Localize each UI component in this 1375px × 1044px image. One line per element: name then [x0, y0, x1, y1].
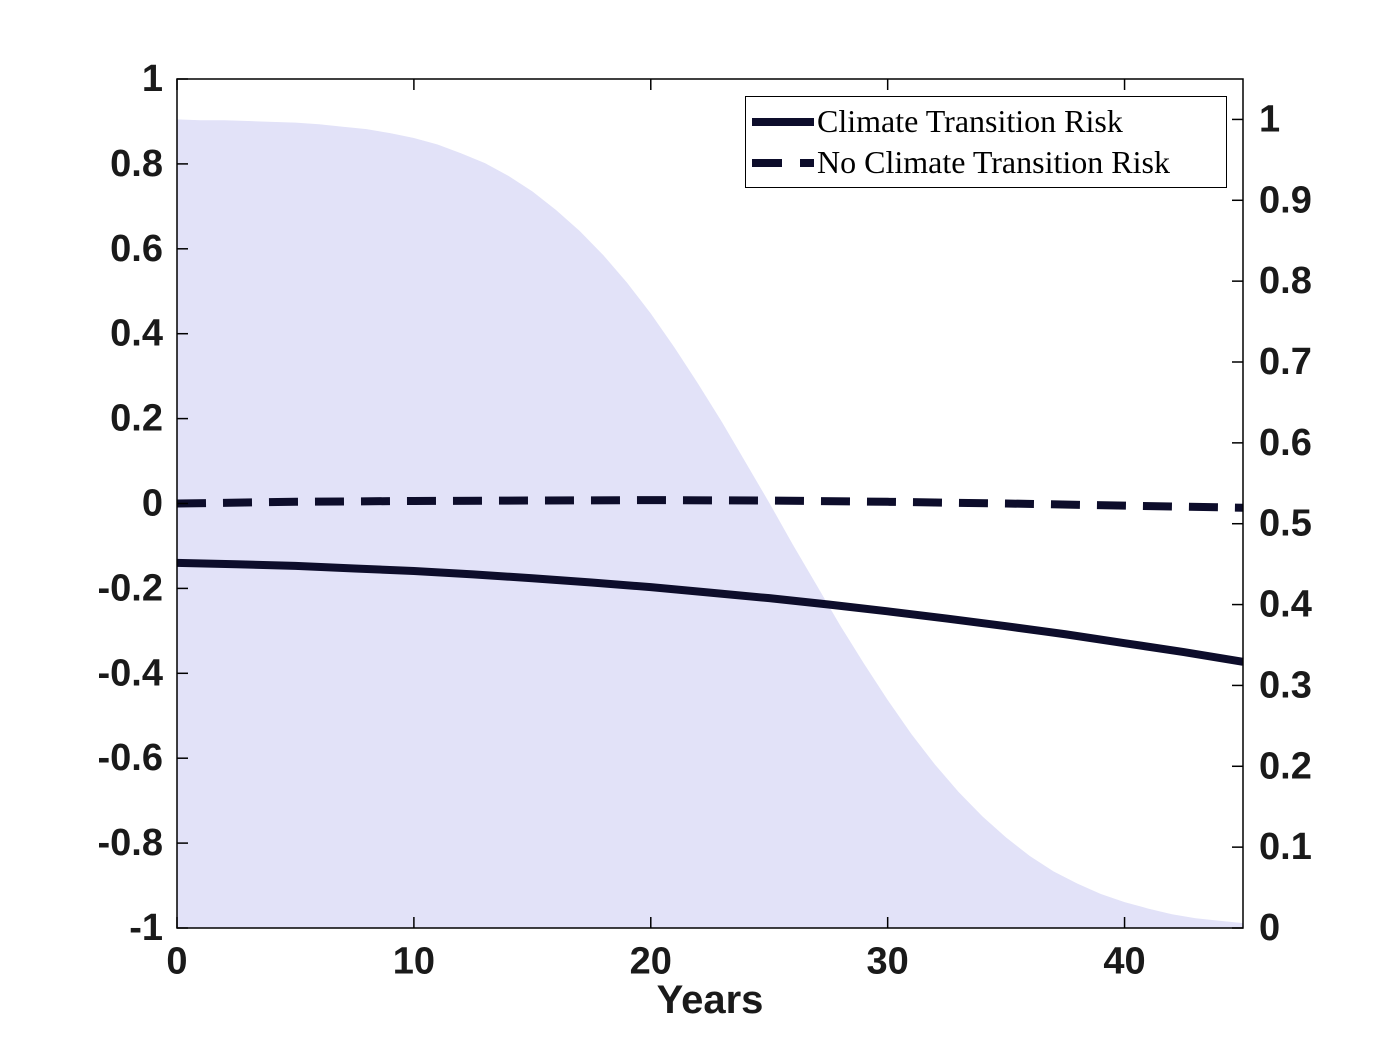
tick-label: 0.8 — [110, 143, 163, 185]
legend-item-climate-transition-risk: Climate Transition Risk — [752, 101, 1226, 142]
legend-label: No Climate Transition Risk — [817, 144, 1170, 180]
legend-box: Climate Transition Risk No Climate Trans… — [745, 96, 1227, 188]
x-axis-label: Years — [656, 978, 764, 1022]
tick-label: 0.5 — [1259, 503, 1312, 545]
legend-label: Climate Transition Risk — [817, 103, 1123, 139]
tick-label: 0.2 — [110, 398, 163, 440]
tick-label: 0 — [142, 483, 163, 525]
tick-label: 0.2 — [1259, 745, 1312, 787]
tick-label: 0 — [166, 940, 187, 982]
solid-line-series — [176, 558, 1244, 666]
tick-label: -0.8 — [98, 822, 163, 864]
tick-label: -0.4 — [98, 652, 163, 694]
tick-label: 40 — [1103, 940, 1145, 982]
tick-label: 0.1 — [1259, 826, 1312, 868]
tick-label: 1 — [1259, 98, 1280, 140]
tick-label: 0.6 — [1259, 422, 1312, 464]
tick-label: 0.4 — [110, 313, 163, 355]
tick-label: 20 — [630, 940, 672, 982]
tick-label: 0.6 — [110, 228, 163, 270]
dashed-line-icon — [752, 158, 814, 167]
solid-line-icon — [752, 117, 814, 126]
tick-label: -0.6 — [98, 737, 163, 779]
dashed-line-series — [176, 496, 1244, 512]
tick-label: 0.7 — [1259, 341, 1312, 383]
tick-label: 0.4 — [1259, 584, 1312, 626]
tick-label: 0.8 — [1259, 260, 1312, 302]
tick-label: 0.3 — [1259, 664, 1312, 706]
tick-label: 1 — [142, 58, 163, 100]
shaded-area — [177, 119, 1243, 928]
tick-label: -0.2 — [98, 567, 163, 609]
tick-label: 0 — [1259, 907, 1280, 949]
tick-label: -1 — [129, 907, 163, 949]
tick-label: 30 — [867, 940, 909, 982]
legend-item-no-climate-transition-risk: No Climate Transition Risk — [752, 142, 1226, 183]
tick-label: 10 — [393, 940, 435, 982]
tick-label: 0.9 — [1259, 179, 1312, 221]
